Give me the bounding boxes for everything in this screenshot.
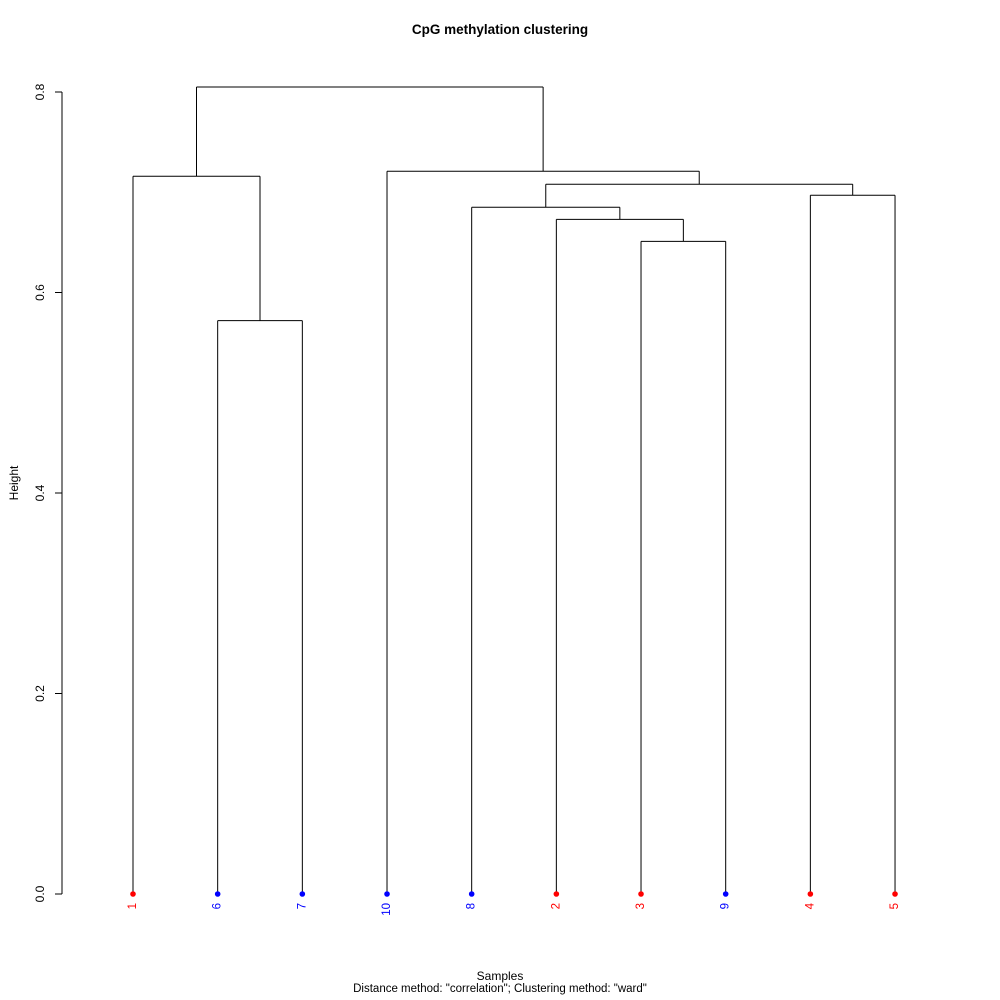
leaf-dot bbox=[130, 891, 136, 897]
leaf-label: 5 bbox=[889, 903, 901, 909]
leaf-label: 8 bbox=[466, 903, 478, 909]
y-tick-label: 0.6 bbox=[33, 284, 47, 301]
leaf-dot bbox=[722, 891, 729, 897]
leaf-dot bbox=[384, 891, 390, 897]
y-tick-label: 0.4 bbox=[33, 484, 47, 501]
chart-title: CpG methylation clustering bbox=[411, 22, 589, 37]
leaf-label: 2 bbox=[550, 903, 562, 909]
leaf-dot bbox=[468, 891, 475, 897]
leaf-label: 9 bbox=[720, 903, 732, 909]
leaf-dot bbox=[807, 891, 814, 897]
leaf-label: 6 bbox=[212, 903, 224, 909]
leaf-dot bbox=[299, 891, 306, 897]
leaf-label: 1 bbox=[127, 903, 139, 909]
leaf-dot bbox=[553, 891, 560, 897]
y-tick-label: 0.0 bbox=[33, 885, 47, 902]
y-tick-label: 0.8 bbox=[33, 83, 47, 100]
leaf-dot bbox=[892, 891, 898, 897]
subtitle-methods: Distance method: "correlation"; Clusteri… bbox=[353, 983, 647, 995]
leaf-label: 4 bbox=[804, 902, 816, 909]
leaf-label: 10 bbox=[381, 903, 393, 916]
leaf-dot bbox=[214, 891, 221, 897]
leaf-dot bbox=[638, 891, 644, 897]
leaf-label: 3 bbox=[635, 903, 647, 909]
leaf-label: 7 bbox=[296, 903, 308, 909]
x-axis-label: Samples bbox=[476, 969, 524, 983]
y-tick-label: 0.2 bbox=[33, 685, 47, 702]
